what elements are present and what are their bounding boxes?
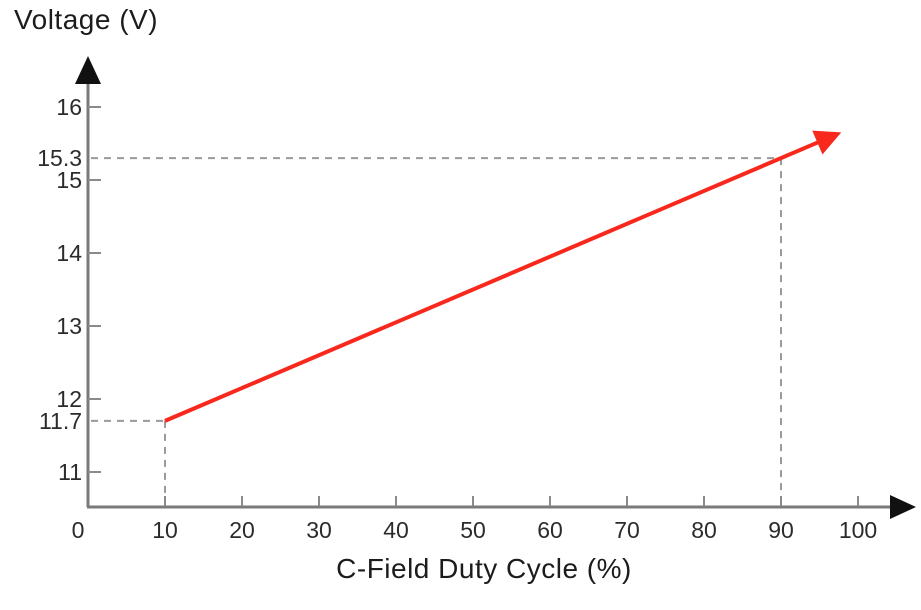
- y-tick-label: 14: [56, 240, 82, 266]
- x-tick-label: 70: [614, 517, 640, 543]
- x-tick-label: 30: [306, 517, 332, 543]
- y-tick-label: 16: [56, 94, 82, 120]
- x-tick-label: 90: [768, 517, 794, 543]
- data-line: [164, 130, 842, 423]
- y-tick-label: 13: [56, 313, 82, 339]
- y-axis-title: Voltage (V): [14, 4, 159, 35]
- x-tick-label: 50: [460, 517, 486, 543]
- x-tick-label: 40: [383, 517, 409, 543]
- y-reference-label: 15.3: [37, 145, 82, 171]
- x-tick-label: 0: [72, 517, 85, 543]
- x-tick-label: 100: [839, 517, 877, 543]
- x-axis-title: C-Field Duty Cycle (%): [336, 553, 632, 584]
- y-tick-label: 15: [56, 167, 82, 193]
- x-axis-arrowhead-icon: [890, 495, 916, 519]
- x-tick-label: 60: [537, 517, 563, 543]
- x-tick-label: 80: [691, 517, 717, 543]
- y-tick-label: 12: [56, 386, 82, 412]
- y-reference-label: 11.7: [39, 408, 82, 434]
- x-tick-label: 20: [229, 517, 255, 543]
- x-tick-label: 10: [152, 517, 178, 543]
- y-axis-arrowhead-icon: [75, 56, 101, 84]
- y-tick-label: 11: [58, 459, 82, 485]
